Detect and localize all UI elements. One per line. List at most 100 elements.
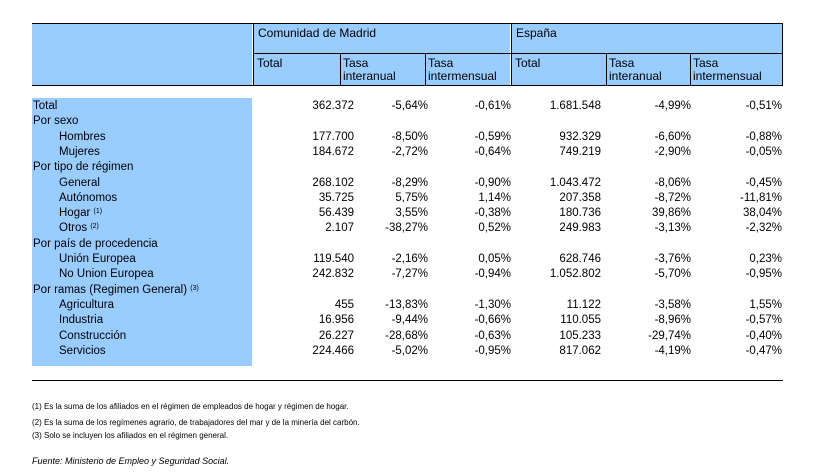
row-label: Otros (2)	[59, 222, 99, 235]
cell-value: -13,83%	[385, 298, 428, 311]
row-label: Por sexo	[33, 115, 79, 128]
cell-value: -2,90%	[654, 145, 691, 158]
cell-value: -0,63%	[474, 329, 511, 342]
cell-value: -8,06%	[654, 176, 691, 189]
cell-value: 1.681.548	[549, 100, 601, 112]
footnote-marker: (3)	[190, 284, 199, 292]
footnote-1: (1) Es la suma de los afiliados en el ré…	[32, 402, 349, 411]
cell-value: 628.746	[559, 253, 601, 265]
cell-value: 817.062	[559, 344, 601, 357]
cell-value: -0,40%	[745, 329, 782, 342]
table-row: Por país de procedencia	[0, 237, 818, 252]
cell-value: 224.466	[312, 344, 354, 357]
table-row: General 268.102 -8,29% -0,90% 1.043.472 -8,06…	[0, 176, 818, 191]
header-divider	[606, 54, 607, 85]
row-label: General	[59, 176, 100, 189]
table-bottom-rule	[32, 380, 783, 381]
cell-value: -3,76%	[654, 253, 691, 265]
col-header-total-espana: Total	[515, 56, 541, 70]
cell-value: 180.736	[559, 207, 601, 220]
cell-value: -0,90%	[474, 176, 511, 189]
table-row: Otros (2) 2.107 -38,27% 0,52% 249.983 -3,13% -…	[0, 221, 818, 236]
cell-value: 2.107	[325, 222, 354, 235]
cell-value: -0,61%	[474, 100, 511, 112]
cell-value: 56.439	[318, 207, 354, 220]
header-divider	[340, 54, 341, 85]
cell-value: -0,47%	[745, 344, 782, 357]
cell-value: 26.227	[318, 329, 354, 342]
cell-value: 268.102	[312, 176, 354, 189]
cell-value: 0,52%	[478, 222, 511, 235]
footnote-3: (3) Solo se incluyen los afiliados en el…	[32, 431, 229, 440]
header-group-rule	[254, 53, 782, 54]
cell-value: 16.956	[318, 314, 354, 327]
cell-value: -9,44%	[391, 314, 428, 327]
header-group-espana: España	[512, 24, 782, 85]
cell-value: -5,64%	[391, 100, 428, 112]
row-label: Servicios	[59, 344, 106, 357]
cell-value: 207.358	[559, 191, 601, 204]
cell-value: -3,13%	[654, 222, 691, 235]
cell-value: -8,50%	[391, 130, 428, 143]
table-row: Industria 16.956 -9,44% -0,66% 110.055 -8,96%…	[0, 313, 818, 328]
cell-value: 242.832	[312, 268, 354, 281]
cell-value: 105.233	[559, 329, 601, 342]
header-divider	[425, 54, 426, 85]
table-row: Servicios 224.466 -5,02% -0,95% 817.062 -4,19…	[0, 344, 818, 359]
cell-value: -0,94%	[474, 268, 511, 281]
col-header-total-madrid: Total	[257, 56, 283, 70]
footnote-marker: (1)	[93, 208, 103, 216]
cell-value: -0,38%	[474, 207, 511, 220]
table-row: No Union Europea 242.832 -7,27% -0,94% 1.052…	[0, 267, 818, 282]
cell-value: -29,74%	[648, 329, 691, 342]
row-label: Agricultura	[59, 298, 114, 311]
cell-value: 455	[334, 298, 354, 311]
cell-value: 119.540	[313, 253, 354, 265]
cell-value: -0,64%	[474, 145, 511, 158]
cell-value: -38,27%	[385, 222, 428, 235]
cell-value: 3,55%	[395, 207, 428, 220]
cell-value: -2,32%	[745, 222, 782, 235]
cell-value: 749.219	[559, 145, 601, 158]
cell-value: -0,51%	[745, 100, 782, 112]
cell-value: -0,57%	[745, 314, 782, 327]
cell-value: 0,23%	[749, 253, 782, 265]
cell-value: 249.983	[559, 222, 601, 235]
row-label: Total	[33, 100, 58, 112]
cell-value: 38,04%	[742, 207, 782, 220]
row-label: Industria	[59, 314, 104, 327]
cell-value: 184.672	[312, 145, 354, 158]
header-group-madrid: Comunidad de Madrid	[254, 24, 510, 85]
cell-value: -8,96%	[654, 314, 691, 327]
cell-value: -5,02%	[391, 344, 428, 357]
row-label-column	[32, 98, 252, 366]
cell-value: 1,55%	[749, 298, 782, 311]
table-row: Hombres 177.700 -8,50% -0,59% 932.329 -6,60% -…	[0, 130, 818, 145]
cell-value: -8,29%	[391, 176, 428, 189]
cell-value: -0,88%	[745, 130, 782, 143]
row-label: Mujeres	[59, 145, 100, 158]
footnote-2: (2) Es la suma de los regímenes agrario,…	[32, 418, 360, 427]
group-title-madrid: Comunidad de Madrid	[258, 26, 377, 40]
cell-value: -4,19%	[654, 344, 691, 357]
cell-value: -0,45%	[745, 176, 782, 189]
cell-value: -0,95%	[745, 268, 782, 281]
header-divider	[782, 23, 783, 86]
footnote-marker: (2)	[90, 223, 99, 231]
col-header-interanual-espana: Tasa interanual	[609, 56, 662, 83]
cell-value: -11,81%	[740, 191, 782, 204]
table-row: Por sexo	[0, 114, 818, 129]
cell-value: -2,16%	[391, 253, 428, 265]
cell-value: -5,70%	[654, 268, 691, 281]
table-row: Construcción 26.227 -28,68% -0,63% 105.233 -2…	[0, 329, 818, 344]
cell-value: -0,05%	[745, 145, 782, 158]
row-label: Por tipo de régimen	[33, 161, 134, 174]
cell-value: -0,95%	[474, 344, 511, 357]
table-row: Hogar (1) 56.439 3,55% -0,38% 180.736 39,86% 3…	[0, 206, 818, 221]
cell-value: 1.052.802	[549, 268, 601, 281]
table-row: Total 362.372 -5,64% -0,61% 1.681.548 -4,99% -…	[0, 99, 818, 114]
cell-value: -4,99%	[654, 100, 691, 112]
header-divider	[253, 23, 254, 86]
cell-value: 177.700	[312, 130, 354, 143]
